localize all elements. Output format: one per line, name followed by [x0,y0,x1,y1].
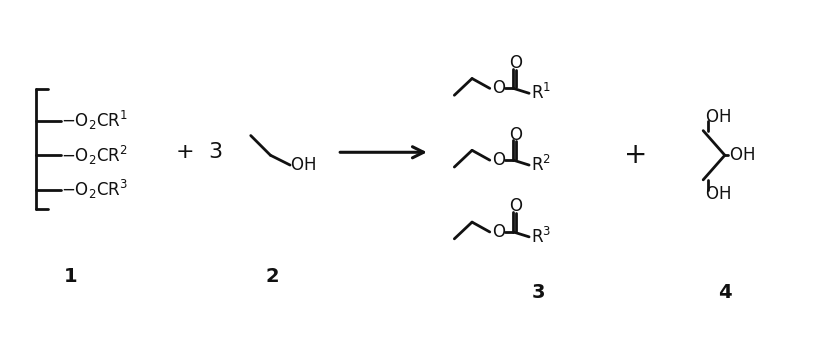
Text: $\mathsf{R^3}$: $\mathsf{R^3}$ [531,227,551,247]
Text: $\mathsf{-O_2CR^1}$: $\mathsf{-O_2CR^1}$ [61,109,128,132]
Text: $\mathsf{OH}$: $\mathsf{OH}$ [706,185,731,202]
Text: $+\ \ 3$: $+\ \ 3$ [175,142,222,162]
Text: 1: 1 [64,267,77,286]
Text: $\mathsf{O}$: $\mathsf{O}$ [491,151,505,169]
Text: $\mathsf{OH}$: $\mathsf{OH}$ [729,146,754,164]
Text: 2: 2 [266,267,279,286]
Text: $\mathsf{-O_2CR^3}$: $\mathsf{-O_2CR^3}$ [61,178,128,201]
Text: $\mathsf{O}$: $\mathsf{O}$ [510,197,524,215]
Text: 4: 4 [718,284,731,303]
Text: $\mathsf{O}$: $\mathsf{O}$ [491,79,505,97]
Text: $+$: $+$ [623,141,646,169]
Text: 3: 3 [531,284,544,303]
Text: $\mathsf{R^2}$: $\mathsf{R^2}$ [531,155,551,175]
Text: $\mathsf{OH}$: $\mathsf{OH}$ [706,108,731,126]
Text: $\mathsf{OH}$: $\mathsf{OH}$ [290,156,316,174]
Text: $\mathsf{O}$: $\mathsf{O}$ [491,223,505,241]
Text: $\mathsf{R^1}$: $\mathsf{R^1}$ [531,83,551,103]
Text: $\mathsf{O}$: $\mathsf{O}$ [510,126,524,144]
Text: $\mathsf{O}$: $\mathsf{O}$ [510,54,524,72]
Text: $\mathsf{-O_2CR^2}$: $\mathsf{-O_2CR^2}$ [61,144,128,167]
